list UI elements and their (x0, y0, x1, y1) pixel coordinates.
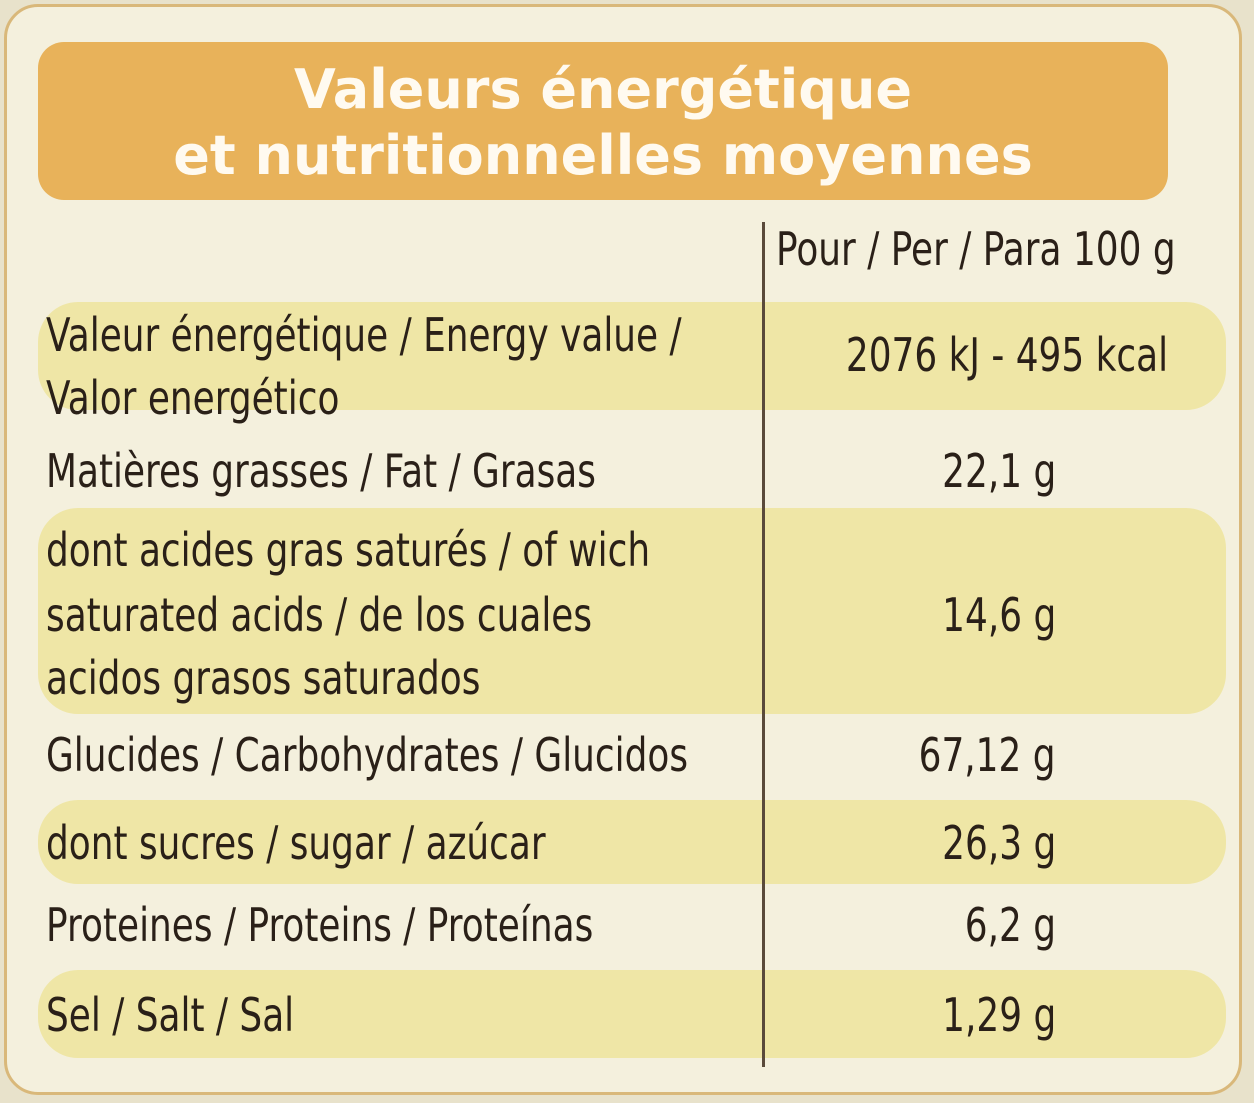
row-value: 2076 kJ - 495 kcal (845, 328, 1168, 382)
row-stripe (38, 302, 1226, 410)
row-label: Glucides / Carbohydrates / Glucidos (46, 728, 689, 782)
row-label: Matières grasses / Fat / Grasas (46, 444, 596, 498)
title-line: Valeurs énergétique (293, 58, 913, 121)
row-value: 1,29 g (941, 988, 1056, 1042)
row-label: Proteines / Proteins / Proteínas (46, 898, 594, 952)
title-line: et nutritionnelles moyennes (173, 124, 1033, 187)
row-label: Valeur énergétique / Energy value / (46, 308, 682, 362)
row-label: acidos grasos saturados (46, 651, 481, 705)
row-stripe (38, 970, 1226, 1058)
row-label: Sel / Salt / Sal (46, 988, 295, 1042)
row-value: 26,3 g (941, 816, 1056, 870)
row-value: 14,6 g (941, 588, 1056, 642)
row-label: dont acides gras saturés / of wich (46, 523, 651, 577)
header-box (38, 42, 1168, 200)
row-value: 6,2 g (964, 898, 1056, 952)
row-value: 22,1 g (941, 444, 1056, 498)
row-stripe (38, 800, 1226, 884)
row-label: saturated acids / de los cuales (46, 588, 593, 642)
column-divider (762, 222, 765, 1067)
row-stripe (38, 508, 1226, 714)
row-label: Valor energético (46, 371, 340, 425)
column-header: Pour / Per / Para 100 g (776, 222, 1176, 276)
row-value: 67,12 g (919, 728, 1056, 782)
row-label: dont sucres / sugar / azúcar (46, 816, 546, 870)
